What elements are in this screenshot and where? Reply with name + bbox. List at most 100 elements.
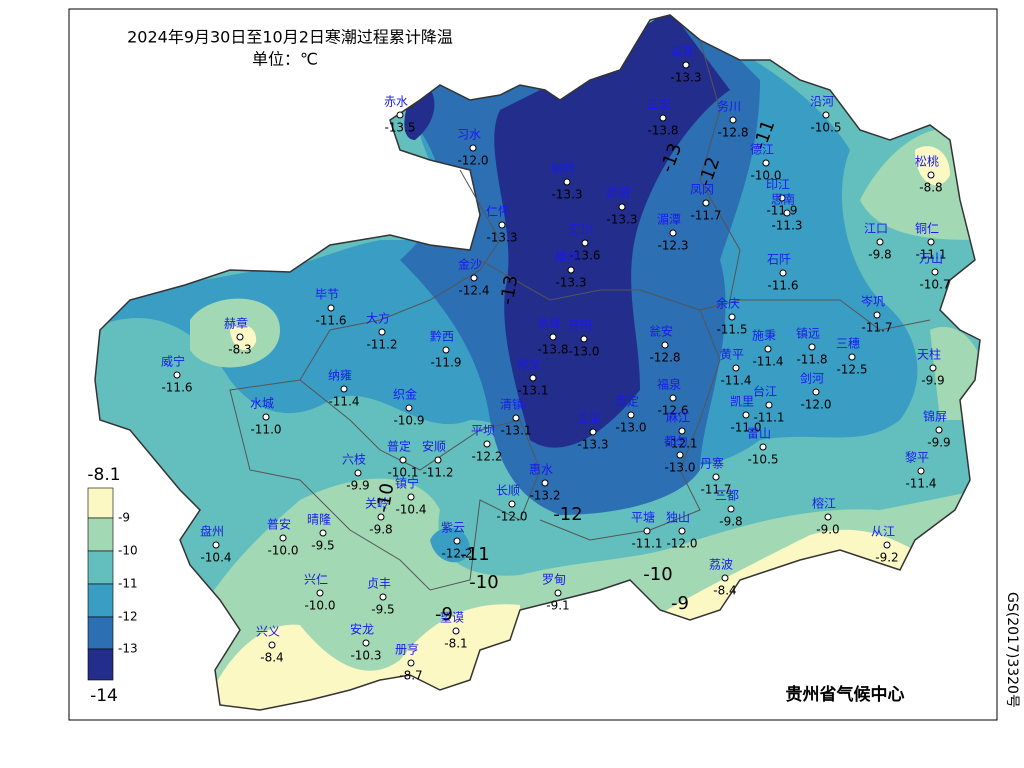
station-dot [729, 116, 737, 124]
station-value: -12.0 [457, 154, 488, 168]
station-name: 织金 [393, 387, 417, 402]
station-dot [541, 479, 549, 487]
station-dot [702, 199, 710, 207]
station-value: -9.5 [371, 603, 394, 617]
station-name: 黔西 [430, 329, 454, 344]
station-value: -10.4 [200, 551, 231, 565]
station-name: 石阡 [767, 252, 791, 267]
station-value: -13.5 [384, 121, 415, 135]
station-name: 平塘 [631, 510, 655, 525]
station-name: 锦屏 [923, 410, 947, 424]
station-name: 罗甸 [542, 573, 566, 587]
station-value: -12.3 [657, 239, 688, 253]
station-value: -11.3 [771, 219, 802, 233]
station-dot [319, 529, 327, 537]
station-name: 毕节 [315, 288, 339, 302]
station-name: 关岭 [365, 497, 389, 511]
station-value: -10.0 [750, 169, 781, 183]
station-dot [764, 345, 772, 353]
station-dot [812, 388, 820, 396]
station-name: 紫云 [441, 521, 465, 535]
legend-swatch [87, 517, 114, 552]
station-name: 福泉 [657, 377, 681, 392]
station-name: 汇川 [569, 223, 593, 237]
station-name: 贵定 [615, 394, 639, 409]
station-name: 晴隆 [307, 512, 331, 527]
legend-swatch [87, 583, 114, 618]
contour-label: -13 [497, 274, 523, 307]
band [915, 146, 950, 186]
station-dot [407, 659, 415, 667]
station-dot [173, 371, 181, 379]
station-name: 仁怀 [486, 205, 510, 219]
contour-labels: -13-13 -12-11-12-11-10-10-9-9-10 [373, 117, 780, 625]
station-name: 务川 [717, 99, 741, 114]
station-name: 平坝 [471, 424, 495, 438]
station-value: -11.6 [161, 381, 192, 395]
station-dot [678, 527, 686, 535]
station-name: 盘州 [200, 524, 224, 539]
station-dot [783, 209, 791, 217]
station-value: -11.8 [796, 353, 827, 367]
station-value: -11.4 [905, 477, 936, 491]
station-dot [727, 505, 735, 513]
station-value: -13.8 [647, 124, 678, 138]
station-name: 长顺 [496, 484, 520, 498]
station-dot [661, 341, 669, 349]
station-name: 余庆 [716, 296, 740, 311]
station-name: 德江 [750, 142, 774, 157]
station-name: 印江 [766, 178, 790, 192]
station-dot [340, 385, 348, 393]
station-dot [669, 229, 677, 237]
station-dot [808, 343, 816, 351]
station-dot [316, 589, 324, 597]
station-dot [580, 335, 588, 343]
station-value: -11.4 [328, 395, 359, 409]
station-dot [848, 353, 856, 361]
station-dot [779, 269, 787, 277]
station-dot [362, 639, 370, 647]
legend-swatch [87, 616, 114, 650]
station-value: -10.9 [393, 414, 424, 428]
station-dot [378, 328, 386, 336]
station-name: 威宁 [161, 354, 185, 369]
station-name: 施秉 [752, 329, 776, 343]
station-dot [778, 194, 786, 202]
station-dot [728, 313, 736, 321]
station-name: 天柱 [917, 347, 941, 362]
station-dot [434, 456, 442, 464]
station-name: 绥阳 [606, 187, 630, 201]
station-value: -13.2 [529, 489, 560, 503]
station-name: 丹寨 [700, 456, 724, 471]
station-value: -11.4 [720, 374, 751, 388]
station-value: -8.7 [399, 669, 422, 683]
station-name: 独山 [666, 511, 690, 525]
station-dot [824, 513, 832, 521]
station-dot [529, 374, 537, 382]
station-value: -13.3 [577, 438, 608, 452]
station-dot [399, 456, 407, 464]
station-name: 江口 [864, 222, 888, 236]
station-value: -11.6 [767, 279, 798, 293]
station-name: 瓮安 [649, 324, 673, 339]
station-dot [379, 593, 387, 601]
station-name: 纳雍 [328, 368, 352, 383]
station-name: 册亨 [395, 642, 419, 657]
station-dot [931, 268, 939, 276]
stations: 赤水 -13.5 习水 -12.0 道真 -13.3 正安 -13.8 务川 -12.8 沿河 -10… [161, 45, 951, 683]
station-value: -13.0 [664, 461, 695, 475]
contour-label: -10 [643, 564, 672, 585]
station-name: 镇宁 [395, 476, 419, 491]
station-value: -13.0 [615, 421, 646, 435]
station-value: -11.6 [315, 314, 346, 328]
station-name: 榕江 [812, 496, 836, 511]
station-dot [618, 203, 626, 211]
legend-label: -9 [118, 511, 130, 525]
station-dot [589, 428, 597, 436]
station-value: -8.3 [228, 343, 251, 357]
station-dot [659, 114, 667, 122]
station-name: 从江 [871, 525, 895, 539]
station-name: 水城 [250, 397, 274, 411]
station-dot [354, 469, 362, 477]
